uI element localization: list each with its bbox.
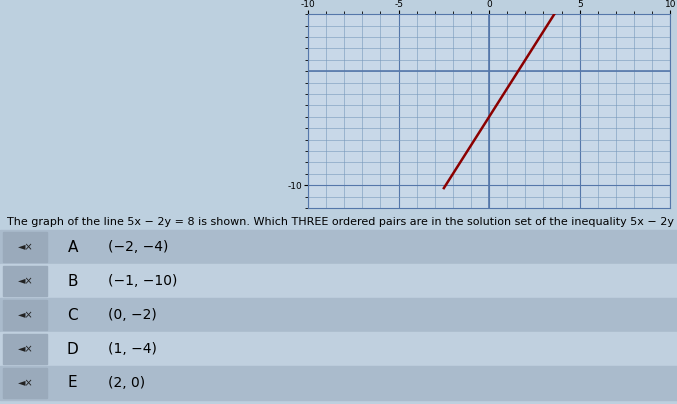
Text: (0, −2): (0, −2) [108, 308, 157, 322]
Text: E: E [68, 375, 78, 391]
Text: ◄×: ◄× [18, 378, 33, 388]
Text: D: D [67, 341, 79, 357]
Text: ◄×: ◄× [18, 344, 33, 354]
Text: ◄×: ◄× [18, 242, 33, 252]
Text: The graph of the line 5x − 2y = 8 is shown. Which THREE ordered pairs are in the: The graph of the line 5x − 2y = 8 is sho… [7, 217, 677, 227]
Text: C: C [68, 307, 78, 323]
Text: (2, 0): (2, 0) [108, 376, 146, 390]
Text: ◄×: ◄× [18, 276, 33, 286]
Text: B: B [68, 274, 78, 289]
Text: (−1, −10): (−1, −10) [108, 274, 177, 288]
Text: A: A [68, 240, 78, 255]
Text: ◄×: ◄× [18, 310, 33, 320]
Text: (1, −4): (1, −4) [108, 342, 157, 356]
Text: (−2, −4): (−2, −4) [108, 240, 169, 254]
